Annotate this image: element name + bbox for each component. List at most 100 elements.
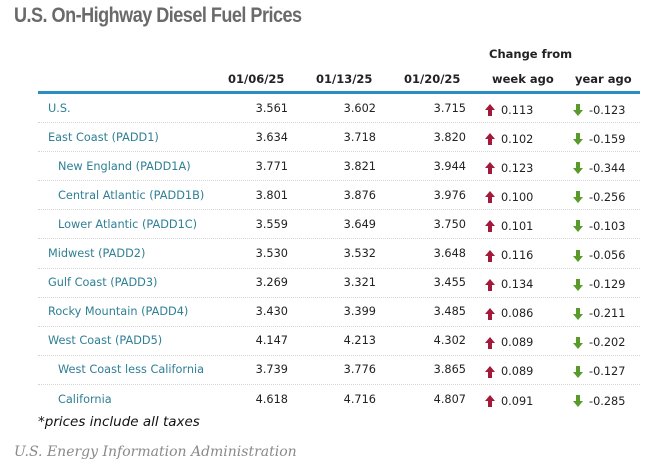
price-01-20: 4.302 [433, 334, 466, 348]
table-row: California 4.618 4.716 4.807 0.091 -0.28… [38, 385, 640, 414]
week-change-value: 0.102 [501, 132, 534, 146]
arrow-down-icon [573, 104, 583, 117]
week-change: 0.086 [485, 300, 533, 328]
year-change: -0.285 [573, 387, 625, 416]
footnote: *prices include all taxes [38, 414, 200, 430]
table-row: East Coast (PADD1) 3.634 3.718 3.820 0.1… [38, 123, 640, 153]
region-name: West Coast (PADD5) [48, 334, 163, 348]
week-change: 0.134 [485, 271, 533, 299]
week-change-value: 0.089 [501, 336, 534, 350]
region-name: New England (PADD1A) [58, 159, 191, 173]
arrow-down-icon [573, 220, 583, 233]
table-row: West Coast (PADD5) 4.147 4.213 4.302 0.0… [38, 327, 640, 356]
table-row: U.S. 3.561 3.602 3.715 0.113 -0.123 [38, 94, 640, 124]
week-change: 0.089 [485, 358, 533, 386]
price-01-06: 3.430 [255, 305, 288, 319]
year-change-value: -0.285 [589, 394, 626, 408]
column-header-week-ago: week ago [492, 72, 554, 86]
price-01-13: 3.876 [343, 188, 376, 202]
year-change-value: -0.202 [589, 336, 626, 350]
week-change: 0.123 [485, 154, 533, 182]
price-01-13: 3.821 [343, 159, 376, 173]
price-01-20: 3.944 [433, 159, 466, 173]
week-change: 0.091 [485, 387, 533, 416]
column-header-date-1: 01/06/25 [228, 72, 285, 86]
price-01-20: 3.648 [433, 247, 466, 261]
prices-table: U.S. 3.561 3.602 3.715 0.113 -0.123 East… [38, 94, 640, 414]
arrow-down-icon [573, 162, 583, 175]
year-change: -0.344 [573, 154, 625, 182]
region-name: Rocky Mountain (PADD4) [48, 305, 189, 319]
year-change-value: -0.129 [589, 278, 626, 292]
page-title: U.S. On-Highway Diesel Fuel Prices [14, 4, 302, 27]
price-01-13: 3.532 [343, 247, 376, 261]
week-change: 0.089 [485, 329, 533, 357]
year-change-value: -0.123 [589, 103, 626, 117]
price-01-20: 3.715 [433, 101, 466, 115]
price-01-20: 4.807 [433, 392, 466, 406]
column-header-date-2: 01/13/25 [316, 72, 373, 86]
column-header-change-group: Change from [489, 47, 573, 61]
arrow-up-icon [485, 191, 495, 204]
price-01-20: 3.485 [433, 305, 466, 319]
week-change-value: 0.091 [501, 394, 534, 408]
year-change: -0.127 [573, 358, 625, 386]
price-01-06: 3.739 [255, 363, 288, 377]
year-change: -0.256 [573, 183, 625, 211]
year-change-value: -0.159 [589, 132, 626, 146]
year-change-value: -0.256 [589, 190, 626, 204]
week-change-value: 0.089 [501, 365, 534, 379]
price-01-20: 3.455 [433, 276, 466, 290]
price-01-20: 3.750 [433, 217, 466, 231]
year-change: -0.202 [573, 329, 625, 357]
arrow-up-icon [485, 162, 495, 175]
week-change: 0.100 [485, 183, 533, 211]
week-change: 0.116 [485, 241, 533, 269]
arrow-up-icon [485, 336, 495, 349]
region-name: East Coast (PADD1) [48, 130, 159, 144]
year-change-value: -0.056 [589, 249, 626, 263]
year-change-value: -0.344 [589, 161, 626, 175]
year-change: -0.211 [573, 300, 625, 328]
arrow-up-icon [485, 220, 495, 233]
price-01-13: 3.321 [343, 276, 376, 290]
table-row: New England (PADD1A) 3.771 3.821 3.944 0… [38, 152, 640, 182]
price-01-06: 3.269 [255, 276, 288, 290]
table-row: Gulf Coast (PADD3) 3.269 3.321 3.455 0.1… [38, 269, 640, 298]
price-01-13: 3.399 [343, 305, 376, 319]
arrow-up-icon [485, 365, 495, 378]
header-rule [38, 91, 640, 94]
price-01-13: 3.776 [343, 363, 376, 377]
arrow-up-icon [485, 395, 495, 408]
source-credit: U.S. Energy Information Administration [14, 444, 297, 460]
arrow-up-icon [485, 104, 495, 117]
price-01-06: 3.801 [255, 188, 288, 202]
year-change: -0.123 [573, 96, 625, 124]
price-01-20: 3.865 [433, 363, 466, 377]
region-name: Central Atlantic (PADD1B) [58, 188, 205, 202]
year-change: -0.103 [573, 212, 625, 240]
week-change: 0.113 [485, 96, 533, 124]
table-row: Lower Atlantic (PADD1C) 3.559 3.649 3.75… [38, 210, 640, 240]
week-change-value: 0.100 [501, 190, 534, 204]
price-01-06: 3.559 [255, 217, 288, 231]
arrow-down-icon [573, 395, 583, 408]
region-name: Midwest (PADD2) [48, 247, 146, 261]
price-01-13: 3.718 [343, 130, 376, 144]
price-01-20: 3.976 [433, 188, 466, 202]
arrow-down-icon [573, 307, 583, 320]
year-change-value: -0.127 [589, 365, 626, 379]
week-change: 0.101 [485, 212, 533, 240]
week-change-value: 0.101 [501, 219, 534, 233]
price-01-06: 4.147 [255, 334, 288, 348]
arrow-down-icon [573, 133, 583, 146]
price-01-13: 4.716 [343, 392, 376, 406]
region-name: West Coast less California [58, 363, 205, 377]
week-change-value: 0.134 [501, 278, 534, 292]
column-header-date-3: 01/20/25 [404, 72, 461, 86]
week-change: 0.102 [485, 125, 533, 153]
price-01-06: 3.561 [255, 101, 288, 115]
price-01-13: 4.213 [343, 334, 376, 348]
week-change-value: 0.086 [501, 307, 534, 321]
year-change-value: -0.211 [589, 307, 626, 321]
